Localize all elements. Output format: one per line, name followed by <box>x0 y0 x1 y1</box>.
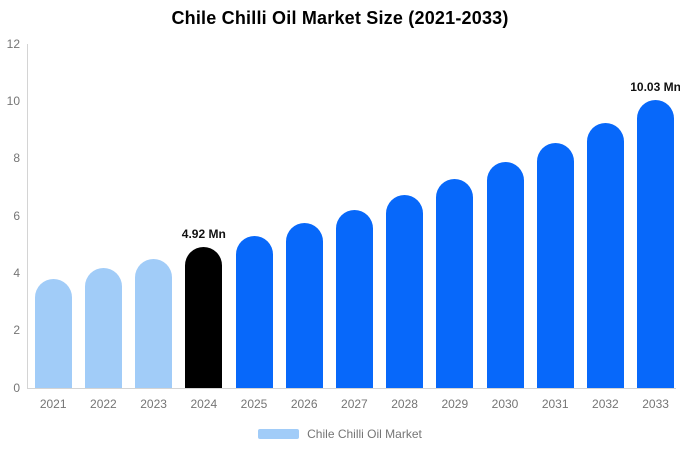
x-axis-label-2026: 2026 <box>290 397 318 411</box>
legend: Chile Chilli Oil Market <box>0 427 680 441</box>
bar-2025 <box>235 236 273 388</box>
y-axis-tick-label: 6 <box>13 208 20 223</box>
bar-2029 <box>436 178 474 388</box>
bar-2031 <box>536 142 574 388</box>
x-axis-label-2022: 2022 <box>90 397 117 411</box>
chart-title: Chile Chilli Oil Market Size (2021-2033) <box>171 8 509 28</box>
x-axis-label-2025: 2025 <box>240 397 268 411</box>
bar-2024 <box>185 246 223 388</box>
bar-2027 <box>335 210 373 388</box>
x-axis-label-2032: 2032 <box>592 397 619 411</box>
data-label-2033: 10.03 Mn <box>630 80 680 95</box>
legend-swatch-icon <box>258 429 300 439</box>
y-axis-line <box>27 44 28 388</box>
x-axis-label-2030: 2030 <box>491 397 519 411</box>
bar-2021 <box>34 279 72 388</box>
bar-2028 <box>386 194 424 388</box>
bar-2023 <box>135 259 173 388</box>
y-axis-tick-label: 0 <box>13 380 20 395</box>
x-axis-label-2029: 2029 <box>441 397 469 411</box>
x-axis-line <box>27 388 676 389</box>
x-axis-label-2024: 2024 <box>190 397 218 411</box>
x-axis-label-2033: 2033 <box>642 397 669 411</box>
x-axis-label-2021: 2021 <box>39 397 67 411</box>
x-axis-label-2028: 2028 <box>391 397 418 411</box>
bar-2022 <box>84 267 122 388</box>
x-axis-label-2027: 2027 <box>341 397 368 411</box>
bar-2026 <box>285 223 323 388</box>
y-axis-tick-label: 10 <box>6 93 20 108</box>
bar-2032 <box>586 122 624 388</box>
x-axis-label-2031: 2031 <box>541 397 569 411</box>
y-axis-tick-label: 2 <box>13 323 20 338</box>
legend-label: Chile Chilli Oil Market <box>307 427 422 441</box>
bar-2033 <box>637 100 675 388</box>
y-axis-tick-label: 8 <box>13 151 20 166</box>
bar-2030 <box>486 161 524 388</box>
legend-item-chile-chilli-oil-market[interactable]: Chile Chilli Oil Market <box>258 427 422 441</box>
y-axis-tick-label: 12 <box>6 36 20 51</box>
data-label-2024: 4.92 Mn <box>181 226 226 241</box>
x-axis-label-2023: 2023 <box>140 397 167 411</box>
y-axis-tick-label: 4 <box>13 265 20 280</box>
